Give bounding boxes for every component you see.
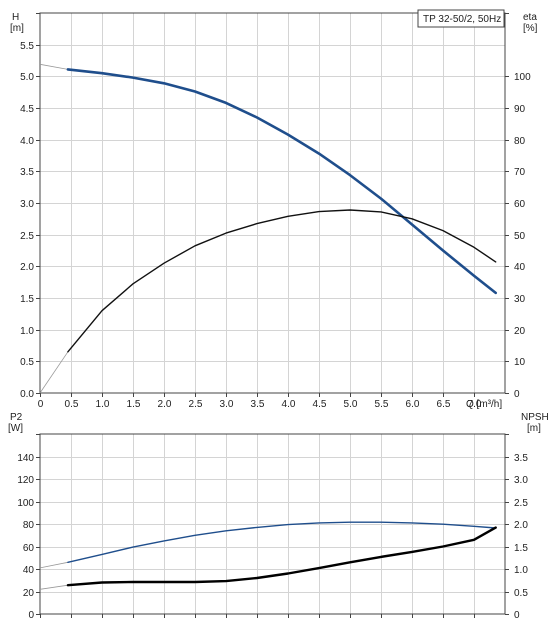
right-tick-label: 3.0: [514, 475, 528, 486]
efficiency-curve-extrapolation: [39, 351, 69, 394]
right-tick-label: 10: [514, 357, 526, 368]
left-tick-label: 3.5: [20, 167, 34, 178]
power-curve-extrapolation: [39, 561, 68, 569]
right-tick-label: 1.5: [514, 543, 528, 554]
x-tick-label: 4.0: [282, 399, 296, 410]
x-tick-label: 2.0: [158, 399, 172, 410]
head-efficiency-grid: [40, 13, 505, 393]
x-tick-label: 3.0: [220, 399, 234, 410]
right-tick-label: 100: [514, 72, 531, 83]
right-tick-label: 70: [514, 167, 526, 178]
left-tick-label: 2.0: [20, 262, 34, 273]
head-curve-extrapolation: [39, 63, 68, 70]
x-tick-label: 6.0: [406, 399, 420, 410]
right-tick-label: 40: [514, 262, 526, 273]
left-tick-label: 1.0: [20, 326, 34, 337]
right-tick-label: 1.0: [514, 565, 528, 576]
efficiency-axis-unit: [%]: [523, 23, 538, 34]
npsh-curve-extrapolation: [39, 584, 68, 590]
right-tick-label: 20: [514, 326, 526, 337]
power-axis-unit: [W]: [8, 423, 23, 434]
left-tick-label: 40: [23, 565, 35, 576]
x-tick-label: 7.0: [468, 399, 482, 410]
right-tick-label: 3.5: [514, 453, 528, 464]
efficiency-axis-label: eta: [523, 12, 537, 23]
chart-title-box: TP 32-50/2, 50Hz: [417, 9, 505, 28]
left-tick-label: 140: [17, 453, 34, 464]
right-tick-label: 90: [514, 104, 526, 115]
x-tick-label: 1.5: [127, 399, 141, 410]
flow-axis-label: Q [m³/h]: [466, 399, 502, 410]
left-tick-label: 5.0: [20, 72, 34, 83]
left-tick-label: 60: [23, 543, 35, 554]
right-tick-label: 2.0: [514, 520, 528, 531]
left-tick-label: 100: [17, 498, 34, 509]
x-tick-label: 6.5: [437, 399, 451, 410]
left-tick-label: 80: [23, 520, 35, 531]
power-curve: [67, 521, 497, 563]
x-tick-label: 0: [38, 399, 44, 410]
right-tick-label: 50: [514, 231, 526, 242]
right-tick-label: 0.5: [514, 588, 528, 599]
left-tick-label: 20: [23, 588, 35, 599]
power-npsh-ticks: 0 20 40 60 80 100 120 140 0 0.5 1.0 1.5 2.0 2.5 3.0 3.5: [17, 434, 528, 621]
chart-title: TP 32-50/2, 50Hz: [423, 14, 501, 25]
x-tick-label: 2.5: [189, 399, 203, 410]
left-tick-label: 0: [28, 610, 34, 621]
power-axis-label: P2: [10, 412, 23, 423]
npsh-axis-unit: [m]: [527, 423, 541, 434]
left-tick-label: 2.5: [20, 231, 34, 242]
right-tick-label: 0: [514, 610, 520, 621]
x-tick-label: 5.5: [375, 399, 389, 410]
left-tick-label: 1.5: [20, 294, 34, 305]
head-efficiency-series: [39, 63, 498, 394]
left-tick-label: 5.5: [20, 41, 34, 52]
power-npsh-grid: [40, 434, 505, 614]
efficiency-curve: [67, 209, 497, 353]
x-tick-label: 1.0: [96, 399, 110, 410]
head-axis-label: H: [12, 12, 19, 23]
left-tick-label: 0.5: [20, 357, 34, 368]
head-efficiency-ticks: 0 0.5 1.0 1.5 2.0 2.5 3.0 3.5 4.0 4.5 5.0 5.5 6.0 6.5…: [20, 13, 531, 410]
x-tick-label: 4.5: [313, 399, 327, 410]
right-tick-label: 30: [514, 294, 526, 305]
x-tick-label: 5.0: [344, 399, 358, 410]
power-npsh-series: [39, 521, 497, 590]
right-tick-label: 2.5: [514, 498, 528, 509]
x-tick-label: 0.5: [65, 399, 79, 410]
right-tick-label: 60: [514, 199, 526, 210]
right-tick-label: 80: [514, 136, 526, 147]
head-axis-unit: [m]: [10, 23, 24, 34]
left-tick-label: 4.5: [20, 104, 34, 115]
left-tick-label: 3.0: [20, 199, 34, 210]
left-tick-label: 4.0: [20, 136, 34, 147]
right-tick-label: 0: [514, 389, 520, 400]
npsh-axis-label: NPSH: [521, 412, 549, 423]
npsh-curve: [66, 526, 497, 587]
x-tick-label: 3.5: [251, 399, 265, 410]
left-tick-label: 120: [17, 475, 34, 486]
left-tick-label: 0.0: [20, 389, 34, 400]
head-curve: [66, 68, 498, 295]
